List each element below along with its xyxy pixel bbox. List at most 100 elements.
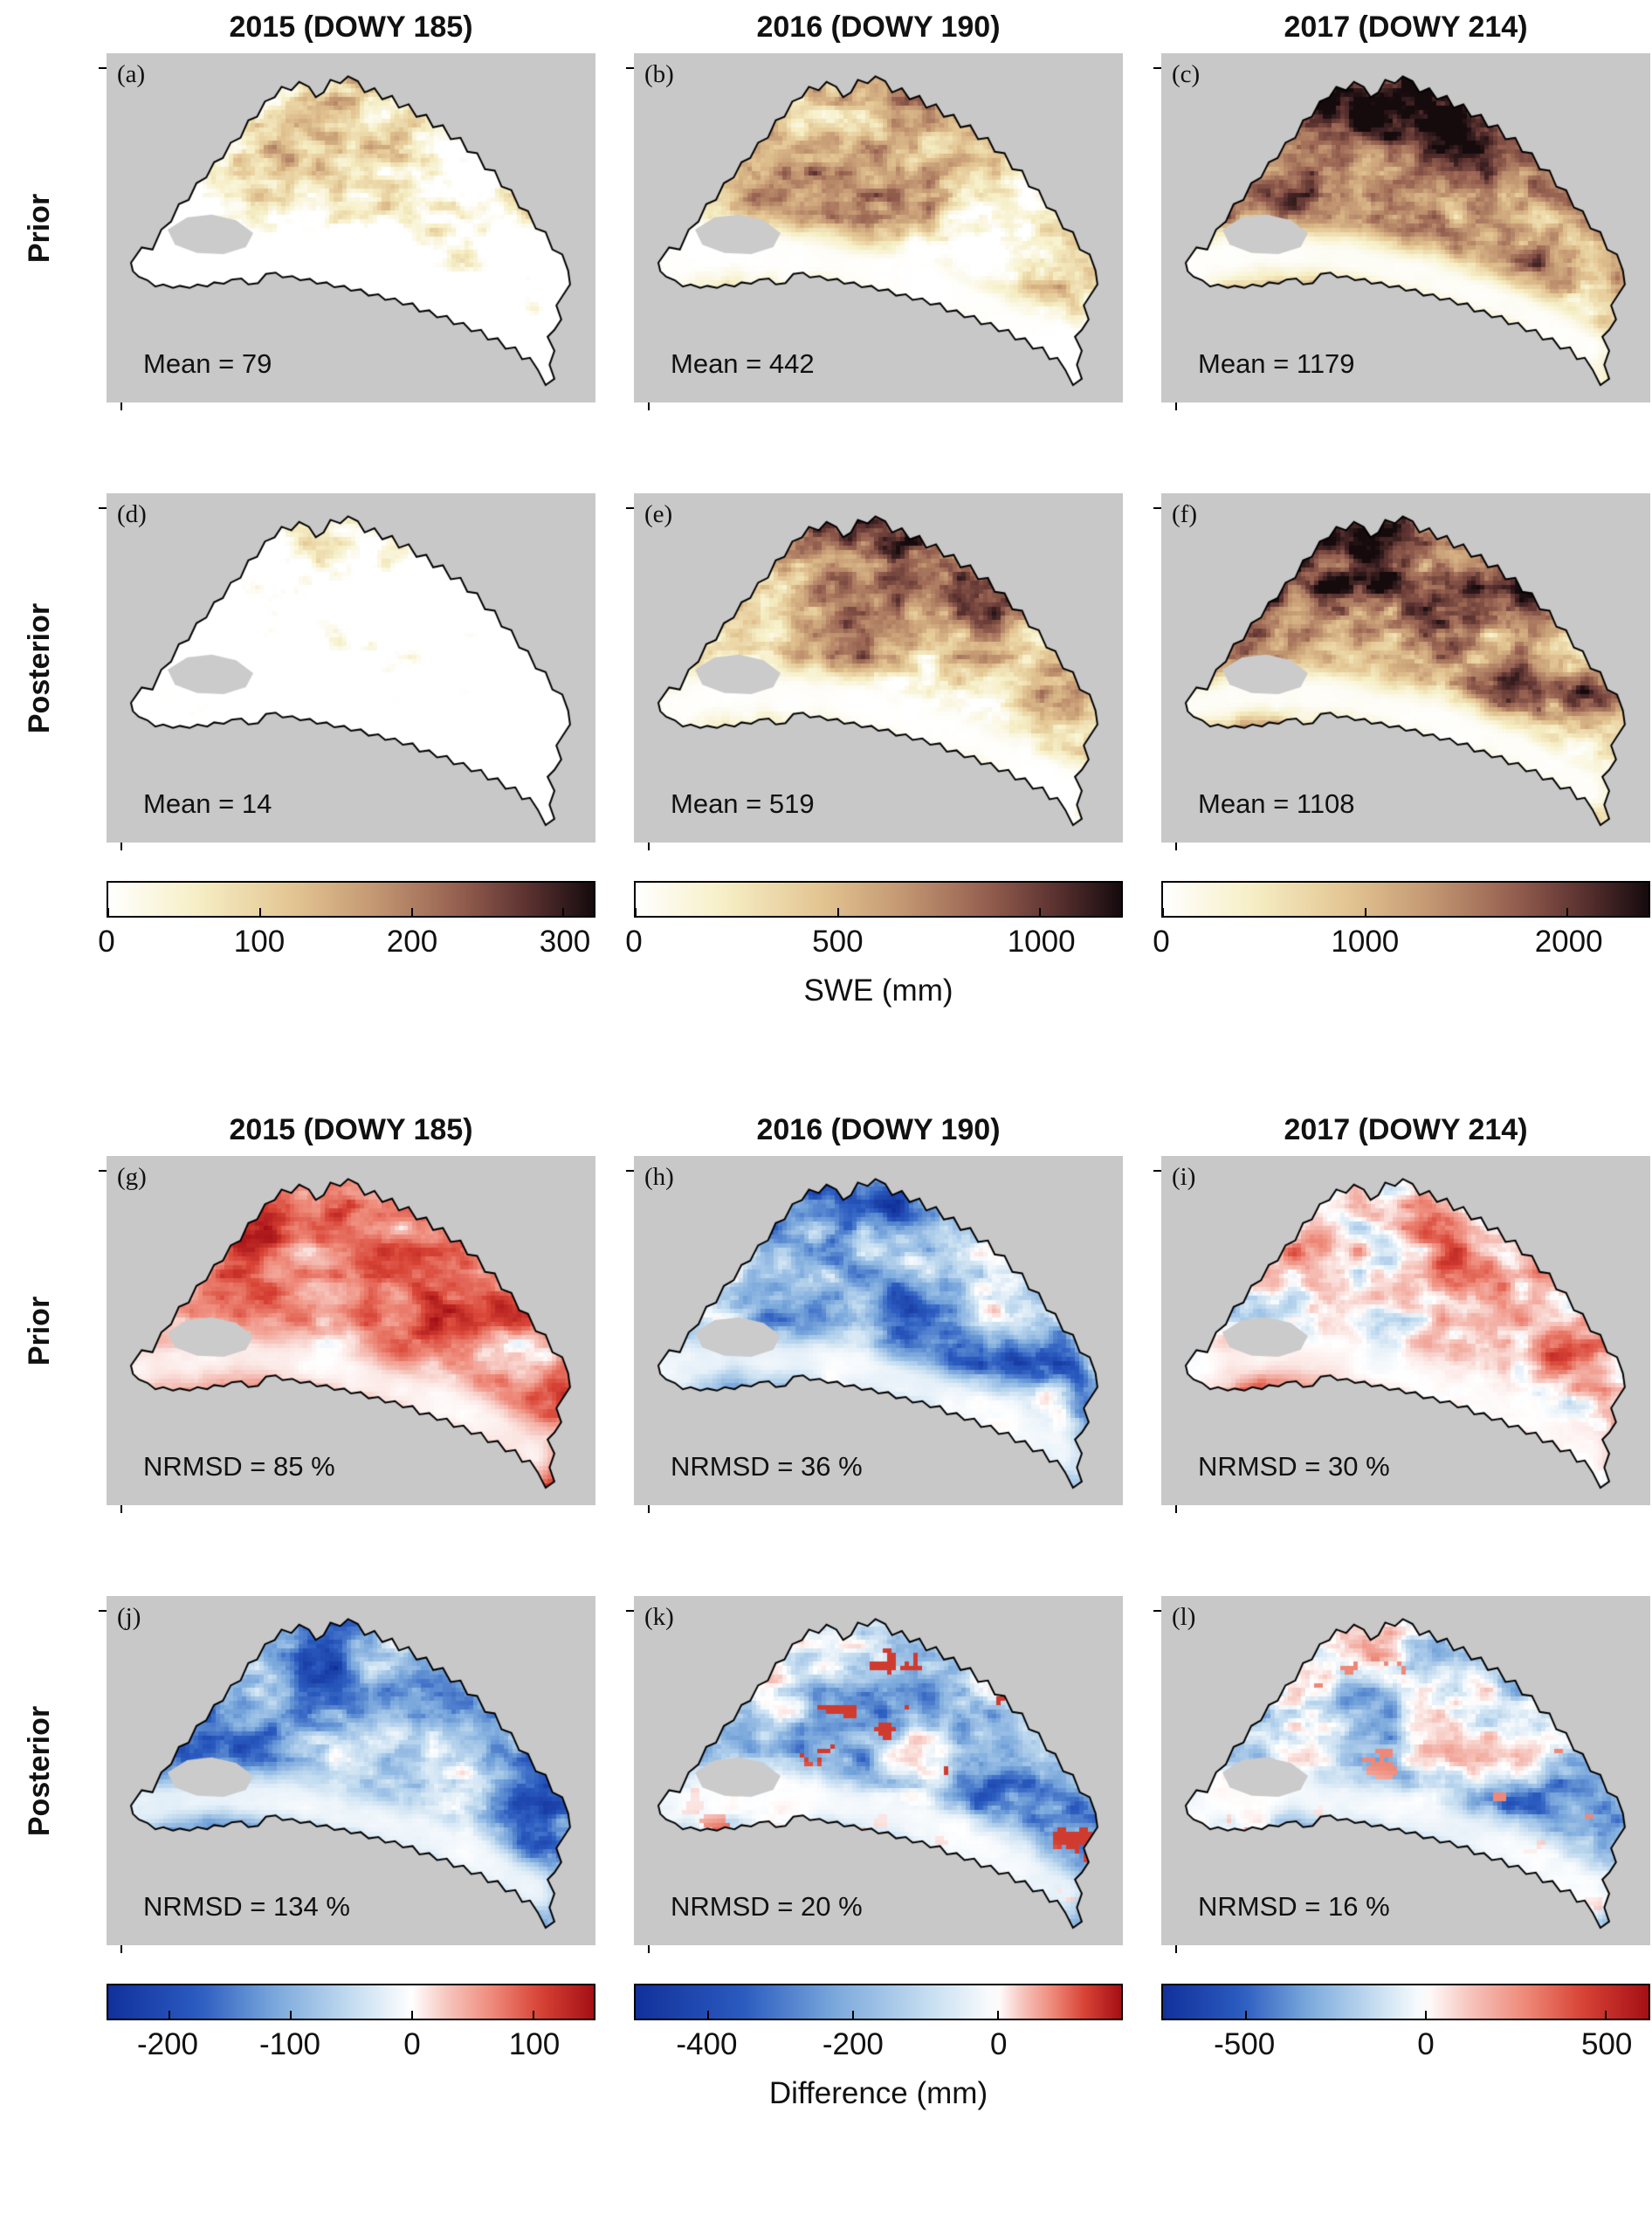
colorbar-tick-label: 0: [1417, 2027, 1435, 2061]
map-panel-d: (d) Mean = 14: [99, 493, 595, 850]
panel-letter: (d): [117, 500, 147, 528]
map-panel-c: (c) Mean = 1179: [1153, 53, 1650, 410]
diff-map-canvas-l: [1161, 1596, 1650, 1945]
column-title-2016: 2016 (DOWY 190): [756, 10, 1001, 44]
axis-tick: [626, 1170, 634, 1172]
swe-unit-label: SWE (mm): [803, 973, 953, 1008]
colorbar-tick-mark: [996, 2011, 999, 2019]
map-panel-k: (k) NRMSD = 20 %: [626, 1596, 1123, 1953]
axis-tick: [1153, 1170, 1161, 1172]
colorbar-tick-mark: [852, 2011, 855, 2019]
swe-section: 2015 (DOWY 185) 2016 (DOWY 190) 2017 (DO…: [12, 10, 1652, 1008]
panel-mean-stat: Mean = 14: [143, 788, 272, 819]
panel-letter: (a): [117, 60, 146, 88]
axis-tick: [626, 67, 634, 69]
map-panel-i: (i) NRMSD = 30 %: [1153, 1156, 1650, 1513]
colorbar-tick-mark: [562, 908, 565, 916]
column-title-2016: 2016 (DOWY 190): [756, 1113, 1001, 1146]
row-label-prior: Prior: [23, 193, 57, 263]
colorbar-tick-mark: [836, 908, 839, 916]
difference-section: 2015 (DOWY 185) 2016 (DOWY 190) 2017 (DO…: [12, 1113, 1652, 2111]
swe-colorbar-row: 0 100 200 300 0 500 1000 0 1000 2000: [12, 881, 1652, 967]
colorbar-tick-mark: [532, 2011, 534, 2019]
axis-tick: [99, 1170, 107, 1172]
colorbar-tick-label: 0: [625, 925, 643, 959]
colorbar-gradient: [1161, 881, 1650, 918]
colorbar-tick-mark: [1162, 908, 1164, 916]
map-panel-f: (f) Mean = 1108: [1153, 493, 1650, 850]
diff-title-row: 2015 (DOWY 185) 2016 (DOWY 190) 2017 (DO…: [12, 1113, 1652, 1147]
colorbar-tick-mark: [1604, 2011, 1607, 2019]
colorbar-tick-mark: [410, 2011, 413, 2019]
swe-map-canvas-a: [107, 53, 595, 402]
colorbar-gradient: [634, 881, 1123, 918]
panel-nrmsd-stat: NRMSD = 134 %: [143, 1891, 350, 1922]
axis-tick: [120, 1505, 122, 1513]
axis-tick: [120, 843, 122, 850]
panel-letter: (g): [117, 1163, 147, 1191]
diff-map-canvas-k: [634, 1596, 1123, 1945]
diff-unit-row: Difference (mm): [12, 2076, 1652, 2111]
figure: 2015 (DOWY 185) 2016 (DOWY 190) 2017 (DO…: [12, 10, 1652, 2111]
axis-tick: [99, 1610, 107, 1612]
panel-mean-stat: Mean = 1108: [1198, 788, 1355, 819]
axis-tick: [1175, 1945, 1177, 1953]
panel-letter: (f): [1172, 500, 1197, 528]
colorbar-tick-label: 100: [233, 925, 286, 959]
colorbar-gradient: [634, 1984, 1123, 2020]
axis-tick: [1175, 843, 1177, 850]
colorbar-tick-label: 0: [98, 925, 115, 959]
diff-map-canvas-h: [634, 1156, 1123, 1505]
panel-letter: (c): [1172, 60, 1201, 88]
diff-colorbar-2017: -500 0 500: [1161, 1984, 1650, 2069]
swe-map-grid: Prior (a) Mean = 79 (b) Mean = 442 (c) M…: [12, 53, 1652, 850]
panel-mean-stat: Mean = 79: [143, 348, 272, 379]
panel-letter: (i): [1172, 1163, 1196, 1191]
colorbar-tick-label: 1000: [1007, 925, 1076, 959]
panel-mean-stat: Mean = 519: [671, 788, 815, 819]
swe-map-canvas-c: [1161, 53, 1650, 402]
axis-tick: [648, 402, 650, 410]
panel-nrmsd-stat: NRMSD = 36 %: [671, 1451, 863, 1482]
colorbar-gradient: [1161, 1984, 1650, 2020]
colorbar-tick-labels: 0 1000 2000: [1153, 925, 1650, 967]
axis-tick: [99, 507, 107, 509]
swe-map-canvas-b: [634, 53, 1123, 402]
colorbar-tick-mark: [1039, 908, 1042, 916]
colorbar-gradient: [107, 881, 595, 918]
colorbar-tick-mark: [1364, 908, 1366, 916]
axis-tick: [99, 67, 107, 69]
colorbar-tick-mark: [706, 2011, 709, 2019]
axis-tick: [1153, 67, 1161, 69]
axis-tick: [1153, 507, 1161, 509]
panel-letter: (h): [644, 1163, 674, 1191]
swe-map-canvas-e: [634, 493, 1123, 843]
colorbar-tick-label: -400: [676, 2027, 738, 2061]
colorbar-tick-mark: [1424, 2011, 1427, 2019]
map-panel-h: (h) NRMSD = 36 %: [626, 1156, 1123, 1513]
panel-nrmsd-stat: NRMSD = 85 %: [143, 1451, 335, 1482]
colorbar-tick-mark: [635, 908, 637, 916]
colorbar-tick-label: 0: [403, 2027, 421, 2061]
colorbar-tick-mark: [1244, 2011, 1247, 2019]
row-label-prior: Prior: [23, 1296, 57, 1366]
colorbar-tick-labels: -400 -200 0: [634, 2027, 1123, 2069]
row-label-posterior: Posterior: [23, 1705, 57, 1836]
axis-tick: [120, 402, 122, 410]
swe-map-canvas-d: [107, 493, 595, 843]
colorbar-tick-mark: [168, 2011, 170, 2019]
diff-map-grid: Prior (g) NRMSD = 85 % (h) NRMSD = 36 % …: [12, 1156, 1652, 1953]
panel-letter: (e): [644, 500, 673, 528]
colorbar-tick-label: -500: [1214, 2027, 1276, 2061]
colorbar-tick-labels: -500 0 500: [1161, 2027, 1650, 2069]
diff-map-canvas-i: [1161, 1156, 1650, 1505]
panel-nrmsd-stat: NRMSD = 20 %: [671, 1891, 863, 1922]
diff-map-canvas-j: [107, 1596, 595, 1945]
column-title-2015: 2015 (DOWY 185): [229, 1113, 473, 1146]
column-title-2017: 2017 (DOWY 214): [1284, 1113, 1528, 1146]
colorbar-gradient: [107, 1984, 595, 2020]
colorbar-tick-mark: [107, 908, 109, 916]
axis-tick: [648, 843, 650, 850]
colorbar-tick-label: 500: [812, 925, 864, 959]
swe-colorbar-2017: 0 1000 2000: [1153, 881, 1650, 967]
